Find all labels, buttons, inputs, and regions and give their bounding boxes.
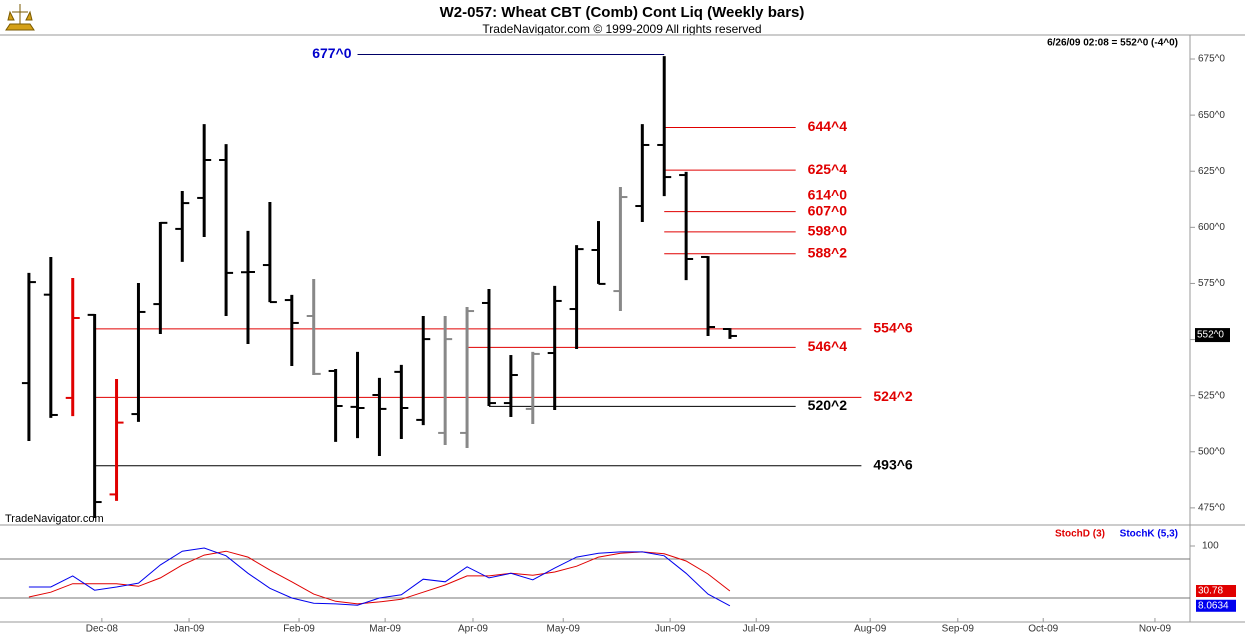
x-tick-label: May-09	[547, 624, 581, 635]
x-tick-label: Jul-09	[743, 624, 771, 635]
x-tick-label: Nov-09	[1139, 624, 1172, 635]
last-price-box	[1195, 328, 1230, 343]
level-label: 524^2	[873, 388, 913, 404]
series-line	[28, 547, 731, 607]
level-label: 588^2	[808, 244, 848, 260]
level-label: 644^4	[808, 118, 848, 134]
value-label: 30.78	[1198, 586, 1223, 597]
last-price-label: 552^0	[1197, 330, 1224, 341]
y-tick-label: 600^0	[1198, 222, 1225, 233]
y-tick-label: 475^0	[1198, 503, 1225, 514]
level-label: 546^4	[808, 338, 848, 354]
level-label: 625^4	[808, 161, 848, 177]
value-label: 8.0634	[1198, 600, 1229, 611]
y-tick-label: 575^0	[1198, 278, 1225, 289]
level-label: 598^0	[808, 223, 848, 239]
level-label: 554^6	[873, 320, 913, 336]
level-label: 677^0	[312, 45, 352, 61]
title: W2-057: Wheat CBT (Comb) Cont Liq (Weekl…	[440, 4, 805, 21]
x-tick-label: Mar-09	[369, 624, 401, 635]
x-tick-label: Apr-09	[458, 624, 488, 635]
level-label: 493^6	[873, 457, 913, 473]
legend-entry: StochD (3)	[1055, 529, 1105, 540]
y-tick-label: 500^0	[1198, 446, 1225, 457]
watermark: TradeNavigator.com	[5, 513, 104, 525]
y-tick-label: 625^0	[1198, 166, 1225, 177]
value-box	[1196, 599, 1236, 612]
level-label: 614^0	[808, 187, 848, 203]
level-label: 607^0	[808, 202, 848, 218]
series-line	[28, 550, 731, 605]
logo	[5, 4, 35, 31]
y-tick-label: 675^0	[1198, 54, 1225, 65]
y-tick-label: 525^0	[1198, 390, 1225, 401]
x-tick-label: Jun-09	[655, 624, 686, 635]
subtitle: TradeNavigator.com © 1999-2009 All right…	[482, 22, 761, 36]
x-tick-label: Sep-09	[942, 624, 975, 635]
y-tick-label: 650^0	[1198, 110, 1225, 121]
x-tick-label: Aug-09	[854, 624, 887, 635]
level-label: 520^2	[808, 397, 848, 413]
x-tick-label: Dec-08	[86, 624, 119, 635]
y-tick-label: 100	[1202, 541, 1219, 552]
x-tick-label: Jan-09	[174, 624, 205, 635]
quote: 6/26/09 02:08 = 552^0 (-4^0)	[1047, 38, 1178, 49]
value-box	[1196, 585, 1236, 598]
x-tick-label: Feb-09	[283, 624, 315, 635]
legend-entry: StochK (5,3)	[1120, 529, 1178, 540]
x-tick-label: Oct-09	[1028, 624, 1058, 635]
